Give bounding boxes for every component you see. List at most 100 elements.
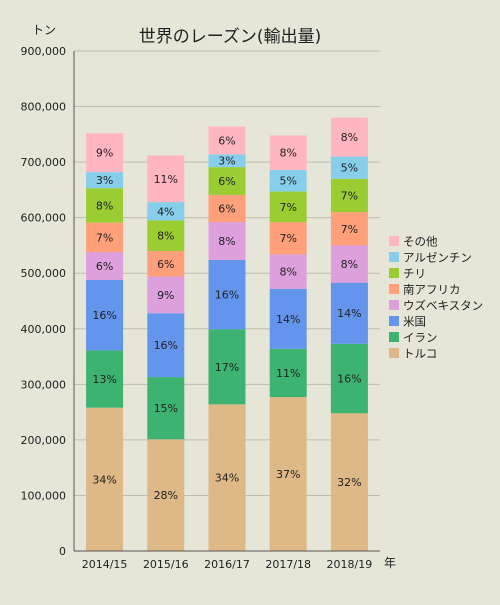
bar-segment: [208, 167, 246, 195]
bar-segment: [86, 279, 124, 351]
y-tick-label: 400,000: [21, 323, 67, 336]
y-axis-unit-label: トン: [32, 23, 56, 37]
x-tick-label: 2017/18: [265, 558, 311, 571]
bar-segment: [208, 154, 246, 168]
x-axis-unit-label: 年: [384, 556, 396, 570]
y-tick-label: 0: [59, 545, 66, 558]
bar-segment: [208, 329, 246, 405]
y-axis-ticks: 0 100,000 200,000 300,000 400,000 500,000 600,…: [21, 45, 67, 558]
data-label: 6%: [218, 134, 235, 147]
data-label: 8%: [279, 147, 296, 160]
x-tick-label: 2014/15: [82, 558, 128, 571]
data-label: 7%: [279, 201, 296, 214]
bar-segment: [330, 178, 368, 213]
bar-segment: [208, 259, 246, 330]
y-tick-label: 200,000: [21, 434, 67, 447]
data-label: 7%: [96, 231, 113, 244]
data-label: 8%: [96, 199, 113, 212]
data-label: 11%: [154, 173, 178, 186]
data-label: 37%: [276, 468, 300, 481]
bar-segment: [208, 222, 246, 260]
data-label: 17%: [215, 361, 239, 374]
bar-segment: [269, 254, 307, 289]
bar-segment: [269, 348, 307, 398]
bar-segment: [269, 397, 307, 551]
data-label: 34%: [92, 473, 116, 486]
y-tick-label: 800,000: [21, 101, 67, 114]
data-label: 34%: [215, 472, 239, 485]
x-tick-label: 2018/19: [327, 558, 373, 571]
bar-segment: [147, 377, 185, 440]
data-label: 6%: [218, 175, 235, 188]
data-label: 8%: [341, 258, 358, 271]
data-label: 8%: [157, 230, 174, 243]
legend-swatch: [389, 332, 399, 342]
bar-segment: [269, 135, 307, 170]
legend-label: トルコ: [403, 347, 437, 361]
bar-segment: [147, 276, 185, 314]
data-label: 14%: [337, 307, 361, 320]
data-label: 16%: [337, 373, 361, 386]
bar-segment: [86, 252, 124, 280]
bar-segment: [269, 191, 307, 223]
bar-segment: [86, 172, 124, 189]
data-label: 8%: [341, 131, 358, 144]
data-label: 6%: [96, 260, 113, 273]
legend-label: チリ: [403, 267, 426, 281]
bar-segment: [330, 282, 368, 344]
data-label: 6%: [157, 258, 174, 271]
bar-segment: [208, 404, 246, 551]
legend-label: 米国: [403, 315, 426, 329]
bar-segment: [86, 350, 124, 408]
data-label: 3%: [96, 174, 113, 187]
y-tick-label: 500,000: [21, 267, 67, 280]
data-label: 6%: [218, 203, 235, 216]
data-label: 8%: [279, 266, 296, 279]
data-label: 16%: [154, 339, 178, 352]
data-label: 28%: [154, 489, 178, 502]
bar-segment: [147, 202, 185, 221]
bar-segment: [147, 220, 185, 251]
data-label: 15%: [154, 402, 178, 415]
bar-segment: [269, 169, 307, 192]
data-label: 5%: [279, 175, 296, 188]
x-axis-ticks: 2014/15 2015/16 2016/17 2017/18 2018/19: [82, 558, 373, 571]
data-label: 7%: [279, 232, 296, 245]
legend-swatch: [389, 236, 399, 246]
legend-swatch: [389, 284, 399, 294]
bar-segment: [330, 156, 368, 179]
data-label: 14%: [276, 313, 300, 326]
x-tick-label: 2015/16: [143, 558, 189, 571]
axes: [73, 51, 380, 552]
legend-label: アルゼンチン: [403, 251, 472, 265]
bar-segment: [330, 343, 368, 414]
y-tick-label: 900,000: [21, 45, 67, 58]
data-label: 13%: [92, 373, 116, 386]
data-label: 16%: [92, 309, 116, 322]
legend-label: ウズベキスタン: [403, 299, 483, 313]
legend-label: 南アフリカ: [403, 283, 461, 297]
data-label: 32%: [337, 476, 361, 489]
data-label: 4%: [157, 205, 174, 218]
data-label: 9%: [157, 289, 174, 302]
data-label: 9%: [96, 147, 113, 160]
bar-segment: [147, 313, 185, 378]
bar-segment: [86, 133, 124, 173]
legend-swatch: [389, 348, 399, 358]
y-tick-label: 600,000: [21, 212, 67, 225]
legend-label: その他: [403, 235, 438, 249]
y-tick-label: 100,000: [21, 489, 67, 502]
bar-segment: [330, 245, 368, 283]
data-label: 7%: [341, 189, 358, 202]
bar-segment: [330, 117, 368, 157]
chart-title: 世界のレーズン(輸出量): [139, 27, 321, 47]
data-label: 3%: [218, 155, 235, 168]
data-label: 11%: [276, 367, 300, 380]
legend-swatch: [389, 252, 399, 262]
y-tick-label: 300,000: [21, 378, 67, 391]
data-label: 8%: [218, 235, 235, 248]
